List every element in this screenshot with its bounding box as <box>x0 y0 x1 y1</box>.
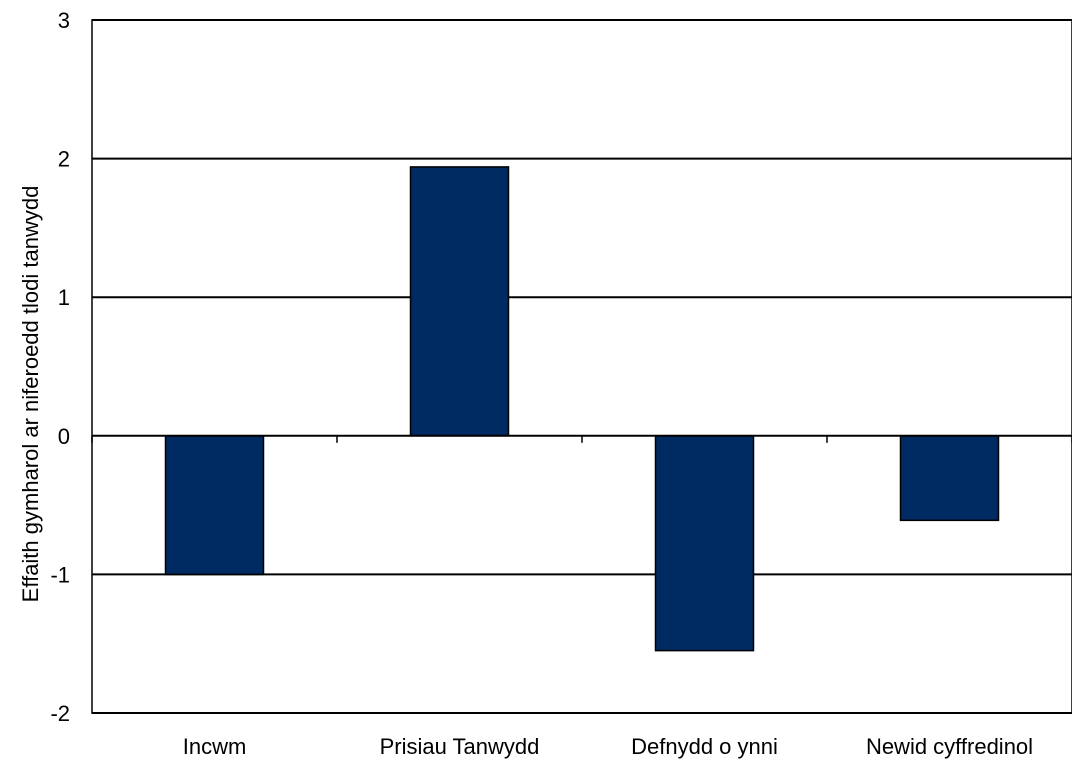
plot-frame <box>91 19 1072 714</box>
bar <box>654 435 755 652</box>
y-tick-label: 3 <box>58 8 70 33</box>
bar <box>409 166 510 437</box>
gridlines <box>92 19 1072 714</box>
bar <box>164 435 265 576</box>
y-tick-label: 0 <box>58 424 70 449</box>
y-tick-label: -1 <box>50 562 70 587</box>
y-tick-label: 1 <box>58 285 70 310</box>
x-tick-labels: Incwm Prisiau Tanwydd Defnydd o ynni Newid … <box>183 734 1033 759</box>
y-tick-label: 2 <box>58 147 70 172</box>
bars <box>164 166 1000 652</box>
y-tick-label: -2 <box>50 701 70 726</box>
x-tick-label: Defnydd o ynni <box>631 734 778 759</box>
bar <box>899 435 1000 522</box>
x-tick-label: Prisiau Tanwydd <box>380 734 540 759</box>
x-tick-label: Newid cyffredinol <box>866 734 1033 759</box>
x-tick-label: Incwm <box>183 734 247 759</box>
y-axis-title: Effaith gymharol ar niferoedd tlodi tanw… <box>18 186 43 603</box>
y-tick-labels: 3 2 1 0 -1 -2 <box>50 8 70 726</box>
